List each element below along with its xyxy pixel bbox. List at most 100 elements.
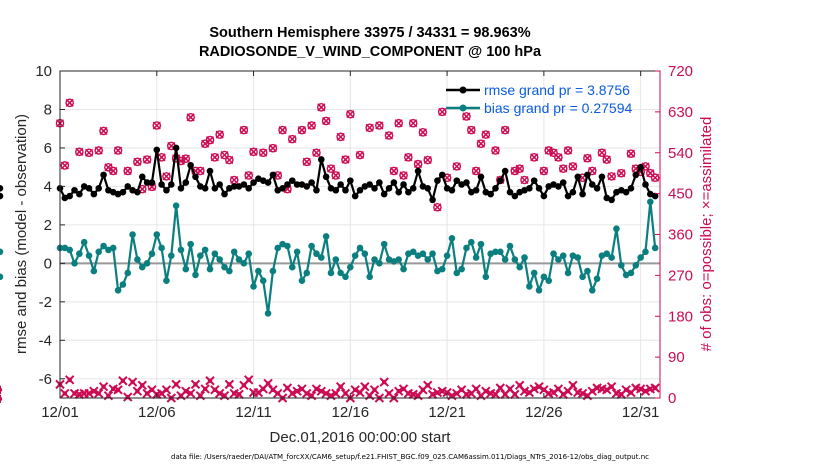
possible-point-63	[423, 155, 433, 165]
assimilated-point-6	[84, 388, 94, 399]
possible-x-b-83	[554, 153, 563, 162]
possible-point-51	[346, 109, 355, 119]
assimilated-dot-8	[96, 391, 101, 396]
bias-point-115	[613, 225, 620, 233]
possible-point-6	[99, 126, 108, 136]
possible-x-b-94	[626, 149, 635, 158]
possible-circle-33	[244, 171, 254, 180]
bias-point-99	[535, 286, 543, 294]
possible-circle-26	[205, 135, 215, 145]
rmse-point-64	[366, 181, 373, 188]
rmse-point-9	[100, 171, 107, 179]
rmse-point-66	[376, 179, 383, 186]
possible-point-5	[94, 146, 104, 155]
possible-x-b-36	[268, 144, 277, 153]
possible-point-50	[341, 155, 350, 164]
possible-circle-8	[108, 166, 118, 176]
possible-circle-60	[408, 118, 418, 128]
right-tick-label-3: 270	[668, 267, 693, 284]
rmse-point-47	[284, 181, 291, 188]
rmse-point-84	[463, 179, 470, 186]
possible-point-17	[162, 172, 171, 181]
bias-point-53	[313, 250, 320, 258]
assimilated-dot-74	[415, 393, 421, 398]
assimilated-point-49	[292, 386, 302, 396]
assimilated-dot-22	[164, 387, 169, 393]
possible-point-80	[539, 166, 549, 176]
assimilated-dot-107	[575, 390, 580, 395]
x-axis-ticks: 12/01 12/06 12/11 12/16 12/21 12/26 12/31	[41, 71, 659, 421]
rmse-point-53	[313, 186, 320, 194]
possible-x-b-21	[181, 154, 190, 163]
possible-circle-41	[297, 125, 307, 135]
possible-x-b-38	[278, 126, 287, 135]
possible-circle-36	[268, 143, 278, 153]
rmse-point-114	[608, 196, 615, 204]
possible-point-45	[316, 103, 326, 112]
rmse-point-120	[637, 163, 644, 171]
assimilated-dot-2	[67, 377, 72, 383]
possible-x-b-92	[607, 172, 616, 181]
possible-x-b-5	[94, 146, 103, 155]
bias-point-30	[201, 246, 209, 254]
x-tick-label-5: 12/26	[525, 404, 563, 421]
bias-point-23	[167, 252, 175, 259]
rmse-point-16	[134, 188, 141, 196]
possible-circle-71	[476, 139, 486, 148]
assimilated-dot-95	[517, 383, 522, 388]
possible-x-b-76	[510, 166, 519, 175]
possible-circle-32	[239, 125, 249, 135]
possible-circle-49	[336, 132, 345, 142]
rmse-point-27	[187, 161, 194, 169]
possible-circle-77	[515, 164, 524, 173]
possible-circle-88	[583, 153, 592, 163]
rmse-point-110	[588, 181, 596, 188]
rmse-point-43	[264, 179, 272, 186]
y-tick-label-5: 4	[44, 178, 52, 195]
possible-circle-46	[321, 116, 331, 126]
bias-point-50	[298, 277, 306, 284]
possible-point-40	[287, 134, 297, 144]
possible-circle-80	[539, 166, 549, 176]
possible-x-b-48	[331, 171, 340, 180]
possible-point-91	[602, 155, 612, 164]
assimilated-dot-67	[381, 379, 387, 385]
possible-point-99	[650, 173, 660, 183]
rmse-point-79	[438, 171, 446, 179]
possible-circle-61	[413, 159, 423, 169]
possible-circle-94	[626, 149, 636, 158]
bias-point-38	[240, 260, 248, 267]
assimilated-point-9	[98, 381, 109, 392]
bias-point-24	[172, 202, 180, 209]
bias-point-43	[264, 310, 272, 317]
rmse-point-67	[380, 190, 388, 198]
possible-point-1	[60, 161, 70, 170]
y-tick-label-3: 0	[44, 255, 52, 272]
rmse-point-31	[206, 167, 214, 175]
bias-point-67	[380, 240, 388, 248]
bias-point-36	[230, 248, 238, 256]
possible-x-b-50	[341, 155, 350, 164]
possible-point-9	[113, 146, 123, 155]
assimilated-dot-4	[77, 392, 82, 397]
right-axis-ticks: 0 90 180 270 360 450 540 630 720	[655, 63, 693, 407]
x-axis-label: Dec.01,2016 00:00:00 start	[270, 429, 452, 446]
legend-rmse-label: rmse grand pr = 3.8756	[484, 82, 630, 98]
possible-x-b-86	[568, 162, 577, 171]
rmse-point-40	[250, 179, 257, 186]
y-tick-label-8: 10	[35, 63, 52, 80]
possible-circle-72	[481, 130, 491, 139]
possible-x-b-32	[239, 126, 248, 135]
bias-point-105	[564, 269, 572, 277]
bias-point-82	[453, 269, 461, 277]
possible-x-b-80	[539, 166, 548, 175]
possible-x-b-52	[355, 150, 365, 160]
bias-point-31	[206, 265, 214, 273]
possible-point-72	[481, 130, 491, 139]
possible-x-b-79	[530, 153, 539, 162]
assimilated-dot-11	[111, 386, 116, 392]
possible-point-24	[196, 166, 205, 176]
rmse-point-52	[308, 179, 315, 186]
bias-point-103	[555, 256, 562, 263]
possible-x-b-17	[162, 172, 171, 181]
